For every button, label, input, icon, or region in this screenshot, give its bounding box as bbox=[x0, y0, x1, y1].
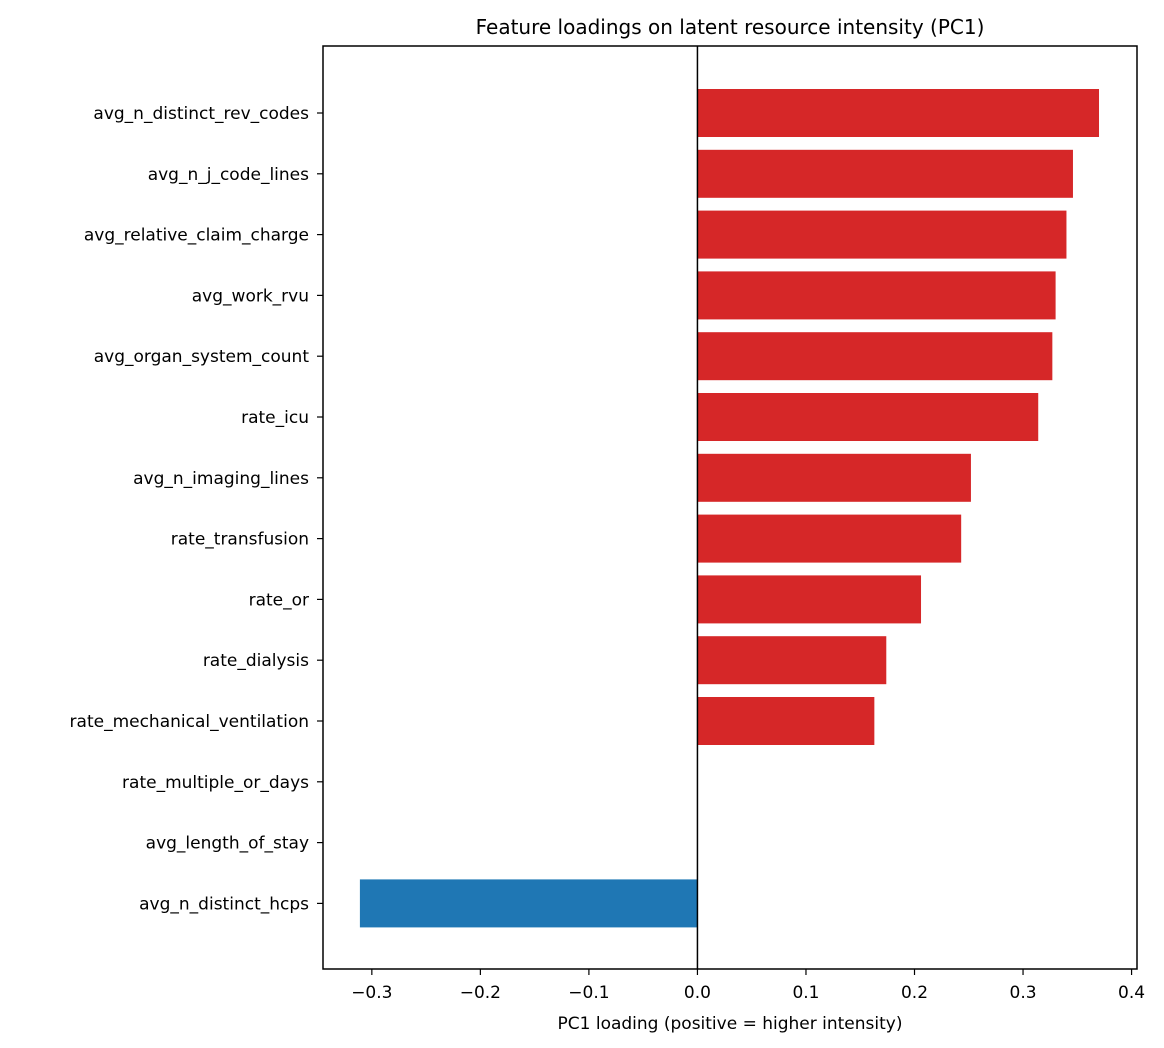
y-tick-label: rate_dialysis bbox=[203, 651, 309, 671]
bar-avg-n-distinct-rev-codes bbox=[697, 89, 1100, 137]
y-tick-label: rate_icu bbox=[241, 408, 309, 428]
bar-avg-relative-claim-charge bbox=[697, 210, 1067, 259]
y-tick-label: rate_or bbox=[249, 590, 309, 610]
x-axis-label: PC1 loading (positive = higher intensity… bbox=[558, 1014, 903, 1034]
x-tick-label: 0.0 bbox=[684, 983, 711, 1003]
bars-group bbox=[359, 89, 1100, 928]
x-tick-label: −0.2 bbox=[460, 983, 501, 1003]
y-tick-label: avg_n_distinct_rev_codes bbox=[93, 104, 309, 124]
bar-avg-organ-system-count bbox=[697, 332, 1053, 381]
bar-rate-transfusion bbox=[697, 514, 962, 563]
y-tick-label: avg_relative_claim_charge bbox=[84, 226, 309, 246]
y-tick-label: rate_multiple_or_days bbox=[122, 773, 309, 793]
x-axis-ticks: −0.3 −0.2 −0.1 0.0 0.1 0.2 0.3 0.4 bbox=[351, 969, 1145, 1003]
x-tick-label: −0.3 bbox=[351, 983, 392, 1003]
y-tick-label: rate_transfusion bbox=[171, 530, 309, 550]
y-tick-label: rate_mechanical_ventilation bbox=[70, 712, 309, 732]
bar-avg-work-rvu bbox=[697, 271, 1056, 320]
bar-avg-n-distinct-hcps bbox=[359, 879, 698, 928]
plot-frame bbox=[322, 45, 1138, 970]
x-tick-label: 0.3 bbox=[1010, 983, 1037, 1003]
bar-rate-icu bbox=[697, 393, 1039, 441]
x-tick-label: 0.1 bbox=[792, 983, 819, 1003]
y-tick-label: avg_n_distinct_hcps bbox=[139, 894, 309, 914]
chart-title: Feature loadings on latent resource inte… bbox=[476, 15, 985, 39]
bar-rate-mechanical-ventilation bbox=[697, 697, 875, 745]
bar-rate-or bbox=[697, 575, 922, 624]
x-tick-label: 0.2 bbox=[901, 983, 928, 1003]
bar-avg-n-imaging-lines bbox=[697, 453, 971, 502]
y-tick-label: avg_length_of_stay bbox=[146, 834, 309, 854]
y-tick-label: avg_n_j_code_lines bbox=[148, 165, 309, 185]
x-tick-label: 0.4 bbox=[1118, 983, 1145, 1003]
bar-avg-n-j-code-lines bbox=[697, 149, 1073, 198]
x-tick-label: −0.1 bbox=[568, 983, 609, 1003]
bar-rate-dialysis bbox=[697, 636, 887, 685]
y-axis-ticks: avg_n_distinct_rev_codes avg_n_j_code_lin… bbox=[70, 104, 323, 914]
y-tick-label: avg_work_rvu bbox=[192, 286, 309, 306]
y-tick-label: avg_n_imaging_lines bbox=[133, 469, 309, 489]
y-tick-label: avg_organ_system_count bbox=[94, 347, 310, 367]
